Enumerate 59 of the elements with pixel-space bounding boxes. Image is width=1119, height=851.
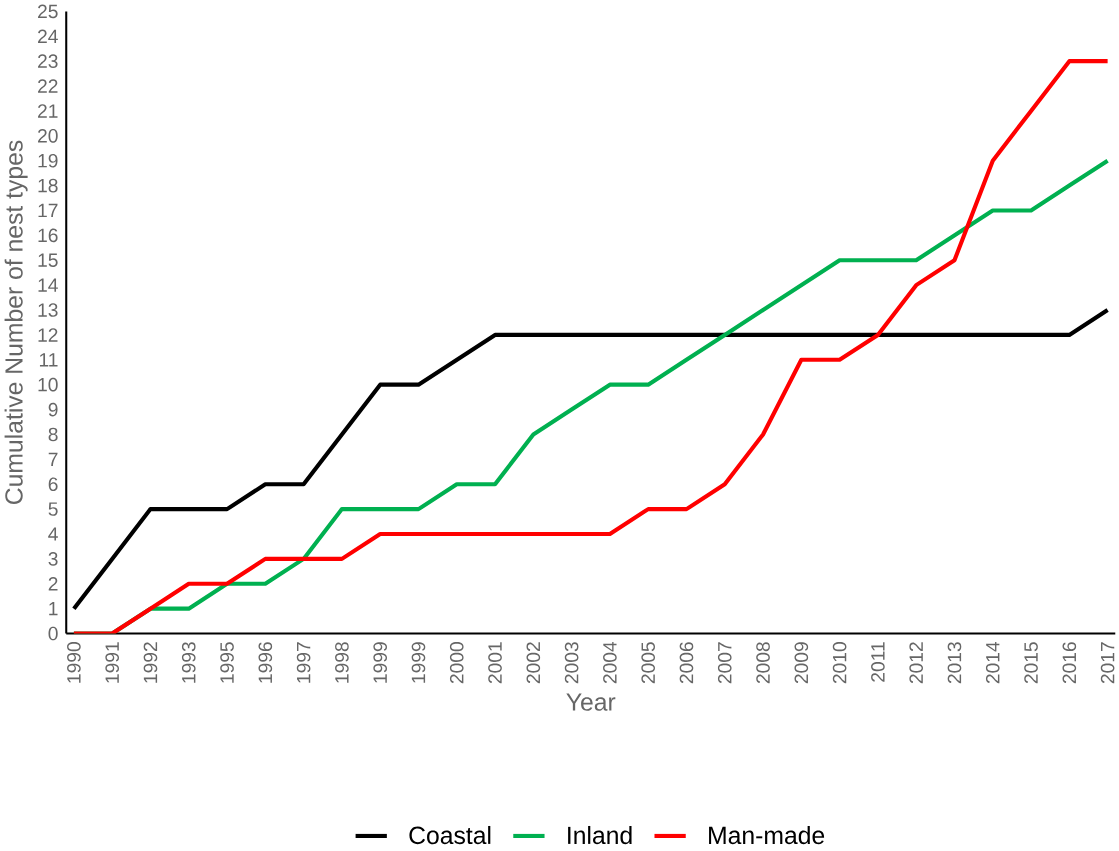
x-tick-label: 1996 — [258, 641, 273, 683]
y-axis-title: Cumulative Number of nest types — [4, 140, 28, 504]
x-tick-label: 1998 — [335, 641, 349, 683]
y-tick-label: 16 — [38, 228, 58, 242]
legend-label: Man-made — [709, 825, 825, 844]
y-tick-label: 2 — [48, 576, 58, 591]
y-tick-label: 22 — [38, 79, 58, 93]
x-tick-label: 2001 — [488, 642, 502, 683]
x-tick-label: 2003 — [564, 641, 579, 683]
y-tick-label: 15 — [38, 253, 58, 267]
x-tick-label: 2016 — [1062, 641, 1077, 683]
y-tick-label: 18 — [38, 178, 58, 193]
x-tick-label: 2000 — [449, 641, 464, 683]
x-tick-label: 2011 — [871, 642, 885, 682]
y-tick-label: 19 — [38, 153, 58, 168]
y-tick-label: 24 — [38, 29, 58, 43]
y-tick-label: 0 — [48, 626, 58, 641]
legend-label: Coastal — [409, 825, 491, 844]
x-tick-label: 1997 — [296, 642, 311, 683]
y-tick-label: 9 — [48, 402, 58, 417]
x-tick-label: 2012 — [909, 642, 923, 683]
x-axis-title: Year — [566, 693, 616, 711]
y-tick-label: 20 — [38, 128, 58, 143]
y-tick-label: 21 — [38, 103, 58, 118]
x-tick-label: 2006 — [679, 641, 694, 683]
x-tick-label: 2009 — [794, 642, 809, 683]
y-tick-label: 12 — [38, 327, 58, 342]
y-tick-label: 1 — [49, 601, 58, 616]
x-tick-label: 1999 — [373, 642, 387, 683]
y-tick-label: 8 — [48, 427, 58, 442]
x-tick-label: 2005 — [641, 641, 655, 683]
x-tick-label: 2008 — [756, 641, 770, 683]
y-tick-label: 17 — [38, 203, 58, 217]
x-tick-label: 1995 — [220, 641, 234, 683]
y-tick-label: 6 — [48, 477, 58, 491]
y-tick-label: 7 — [48, 452, 58, 466]
x-tick-label: 2015 — [1024, 641, 1038, 683]
x-tick-label: 2014 — [985, 641, 1000, 683]
y-tick-label: 13 — [38, 302, 58, 317]
y-tick-label: 23 — [38, 54, 58, 68]
x-tick-label: 1990 — [67, 641, 81, 683]
y-tick-label: 25 — [38, 4, 58, 18]
y-tick-label: 4 — [48, 527, 58, 541]
y-tick-label: 14 — [38, 278, 58, 292]
x-tick-label: 2013 — [947, 641, 962, 683]
x-tick-label: 1991 — [105, 642, 119, 683]
y-tick-label: 3 — [48, 551, 58, 566]
x-tick-label: 2004 — [603, 641, 617, 683]
y-tick-label: 5 — [48, 502, 58, 516]
y-tick-label: 10 — [38, 377, 58, 392]
legend-label: Inland — [568, 825, 632, 844]
x-tick-label: 2010 — [832, 641, 847, 683]
x-tick-label: 1992 — [143, 642, 158, 683]
y-tick-label: 11 — [39, 352, 58, 367]
x-tick-label: 1993 — [181, 641, 196, 683]
x-tick-label: 2002 — [526, 642, 541, 683]
x-tick-label: 2007 — [717, 642, 732, 683]
x-tick-label: 2017 — [1100, 642, 1115, 683]
x-tick-label: 1999 — [411, 642, 426, 683]
